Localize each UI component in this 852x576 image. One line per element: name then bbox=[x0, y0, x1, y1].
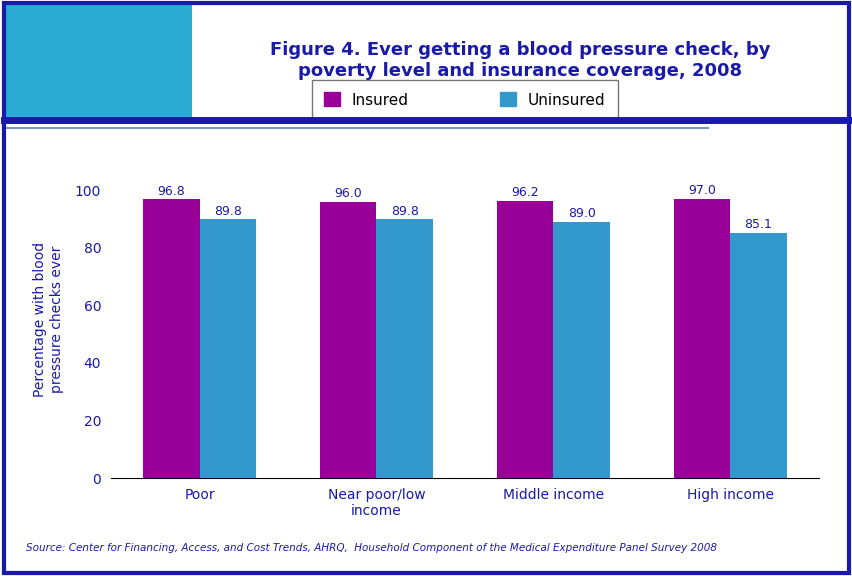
Text: AHRQ: AHRQ bbox=[101, 21, 159, 40]
Bar bbox=[553, 222, 609, 478]
Text: Excellence in: Excellence in bbox=[104, 71, 160, 80]
Y-axis label: Percentage with blood
pressure checks ever: Percentage with blood pressure checks ev… bbox=[33, 242, 64, 397]
Bar bbox=[199, 219, 256, 478]
FancyBboxPatch shape bbox=[9, 6, 77, 118]
Text: Excellence in: Excellence in bbox=[102, 71, 158, 80]
Text: Health Care: Health Care bbox=[105, 86, 156, 96]
Text: 89.8: 89.8 bbox=[214, 204, 242, 218]
Text: AHRQ: AHRQ bbox=[103, 21, 161, 40]
Text: 96.8: 96.8 bbox=[158, 184, 185, 198]
Bar bbox=[496, 201, 553, 478]
FancyBboxPatch shape bbox=[80, 15, 184, 107]
Bar bbox=[143, 199, 199, 478]
Text: Advancing: Advancing bbox=[107, 55, 153, 64]
Bar bbox=[673, 199, 729, 478]
Text: 85.1: 85.1 bbox=[744, 218, 771, 232]
Bar bbox=[320, 202, 376, 478]
Text: Source: Center for Financing, Access, and Cost Trends, AHRQ,  Household Componen: Source: Center for Financing, Access, an… bbox=[26, 543, 716, 553]
Text: 🦅: 🦅 bbox=[37, 52, 49, 71]
Text: 96.2: 96.2 bbox=[510, 186, 538, 199]
Text: 89.8: 89.8 bbox=[390, 204, 418, 218]
Text: 97.0: 97.0 bbox=[687, 184, 715, 197]
Text: Figure 4. Ever getting a blood pressure check, by
poverty level and insurance co: Figure 4. Ever getting a blood pressure … bbox=[270, 41, 769, 80]
Text: 96.0: 96.0 bbox=[334, 187, 361, 200]
Text: 89.0: 89.0 bbox=[567, 207, 595, 220]
Bar bbox=[729, 233, 786, 478]
Text: Health Care: Health Care bbox=[106, 86, 158, 96]
Bar bbox=[376, 219, 433, 478]
Legend: Insured, Uninsured: Insured, Uninsured bbox=[312, 80, 617, 120]
Text: Advancing: Advancing bbox=[109, 55, 154, 64]
